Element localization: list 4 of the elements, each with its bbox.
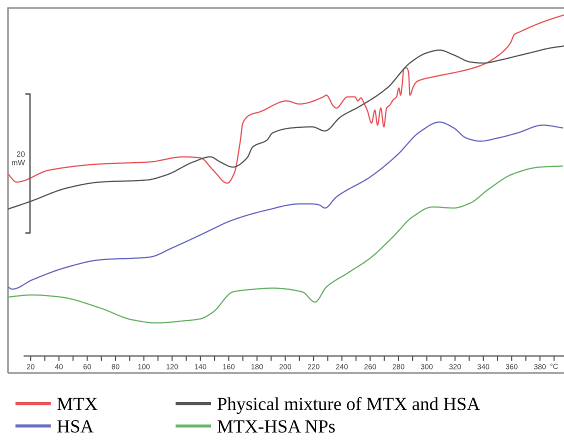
legend-label: HSA <box>57 420 94 433</box>
legend-label: MTX <box>57 398 98 410</box>
legend-label: Physical mixture of MTX and HSA <box>217 397 480 414</box>
legend-label: MTX-HSA NPs <box>217 420 335 433</box>
